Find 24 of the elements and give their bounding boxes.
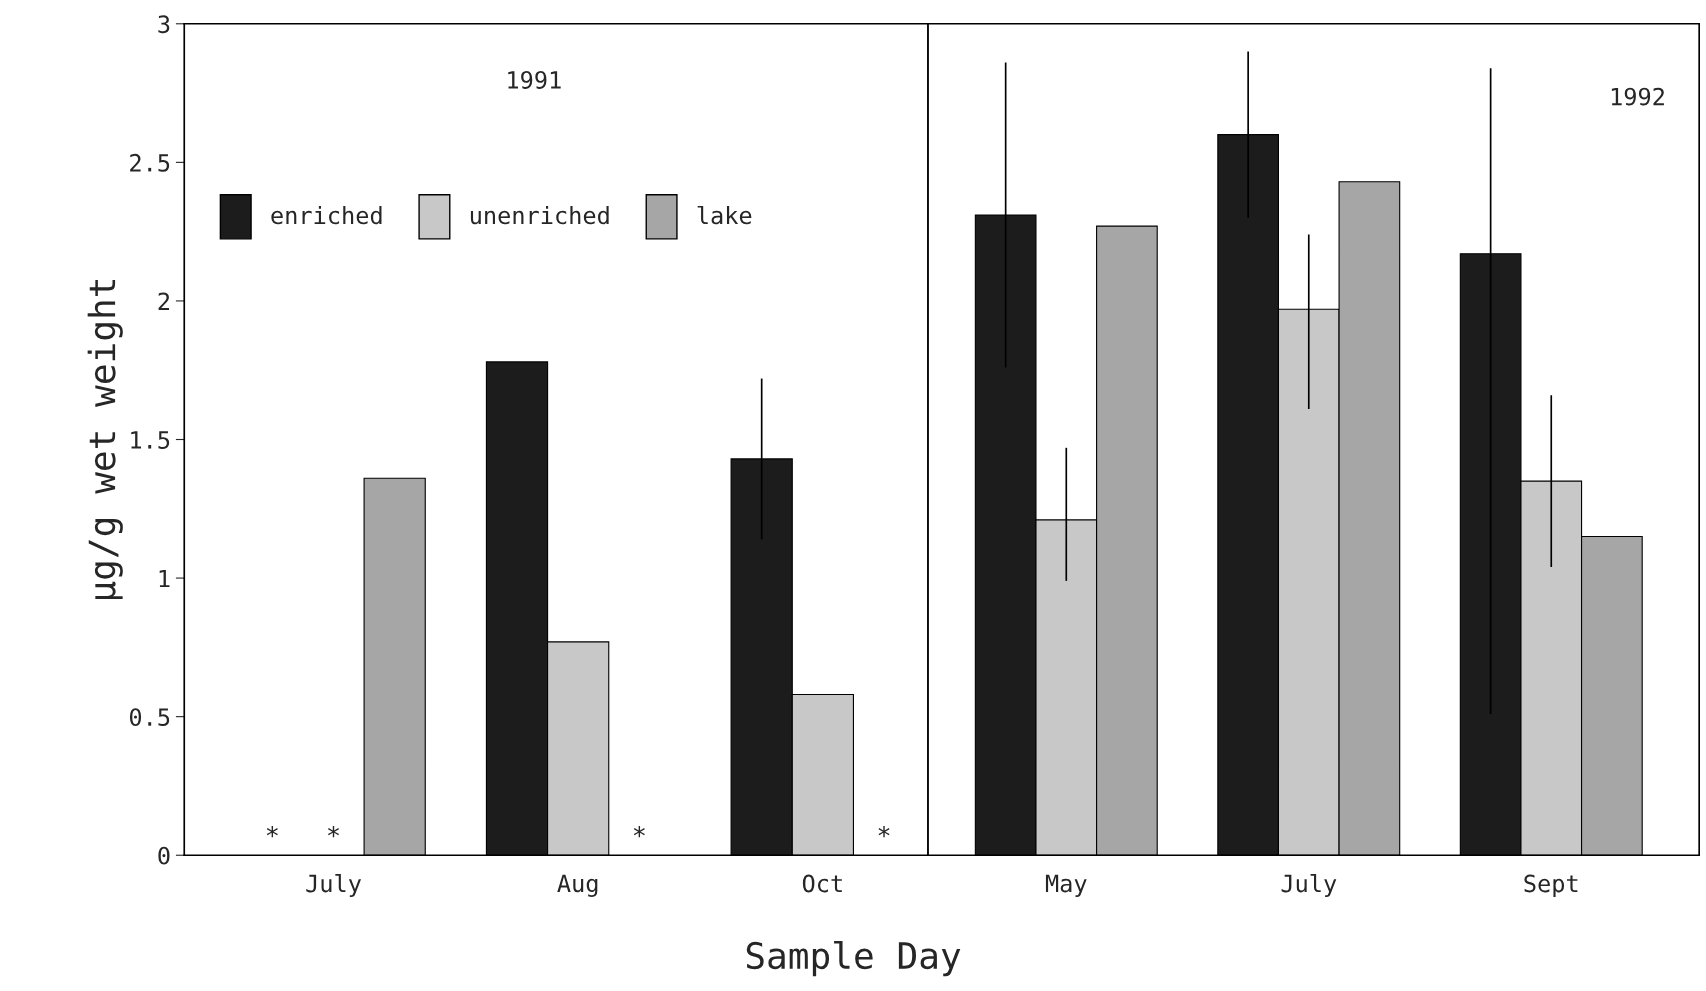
x-tick-label: Oct bbox=[802, 874, 842, 893]
y-tick-label: 1.5 bbox=[131, 431, 170, 449]
text: * bbox=[878, 825, 890, 838]
y-tick-label: 1 bbox=[159, 569, 170, 588]
x-axis-title: Sample Day bbox=[746, 940, 961, 977]
legend-label: unenriched bbox=[470, 206, 609, 225]
text: * bbox=[328, 825, 339, 838]
y-tick-label: 3 bbox=[158, 15, 170, 34]
x-tick-label: May bbox=[1045, 874, 1087, 897]
y-tick-label: 2 bbox=[158, 292, 170, 310]
y-axis-title: µg/g wet weight bbox=[87, 279, 123, 600]
text: * bbox=[633, 825, 645, 838]
annotation: 1991 bbox=[508, 71, 561, 89]
legend-label: lake bbox=[697, 205, 752, 225]
y-tick-label: 0 bbox=[158, 846, 170, 865]
annotation: 1992 bbox=[1611, 87, 1664, 106]
x-tick-label: Aug bbox=[557, 874, 598, 897]
legend-label: enriched bbox=[271, 206, 382, 225]
y-tick-label: 0.5 bbox=[129, 708, 170, 727]
text: * bbox=[266, 825, 278, 838]
x-tick-label: July bbox=[1281, 873, 1337, 897]
x-tick-label: July bbox=[306, 873, 362, 897]
x-tick-label: Sept bbox=[1524, 874, 1578, 897]
y-tick-label: 2.5 bbox=[130, 153, 170, 172]
